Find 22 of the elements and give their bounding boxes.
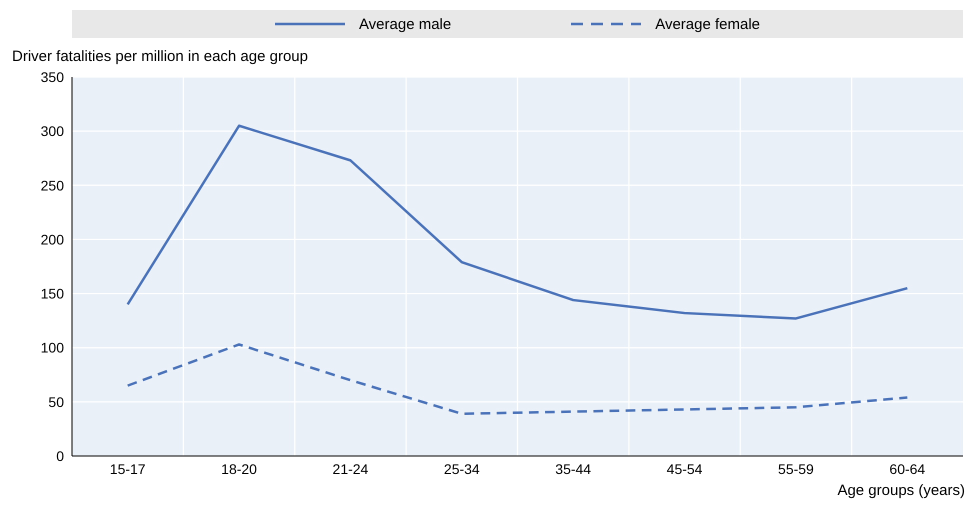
x-tick-label: 55-59 <box>778 460 814 477</box>
x-tick-label: 21-24 <box>332 460 369 477</box>
legend-label: Average male <box>358 16 452 32</box>
y-axis-title: Driver fatalities per million in each age group <box>12 48 308 65</box>
y-tick-label: 200 <box>40 231 64 248</box>
x-tick-label: 35-44 <box>555 460 592 477</box>
x-tick-label: 45-54 <box>666 460 703 477</box>
x-tick-label: 60-64 <box>889 460 926 477</box>
y-tick-label: 150 <box>40 286 64 302</box>
line-series <box>126 124 909 320</box>
x-tick-label: 15-17 <box>110 460 146 477</box>
line-series <box>126 343 909 416</box>
y-tick-label: 100 <box>40 340 64 356</box>
x-tick-label: 25-34 <box>444 460 480 477</box>
y-tick-label: 50 <box>48 394 64 410</box>
x-axis-title: Age groups (years) <box>837 482 965 499</box>
y-tick-label: 350 <box>40 68 64 85</box>
y-tick-label: 0 <box>56 448 64 464</box>
y-tick-label: 250 <box>40 177 64 194</box>
y-tick-label: 300 <box>40 123 64 140</box>
x-tick-label: 18-20 <box>221 460 258 477</box>
legend-label: Average female <box>655 16 760 32</box>
